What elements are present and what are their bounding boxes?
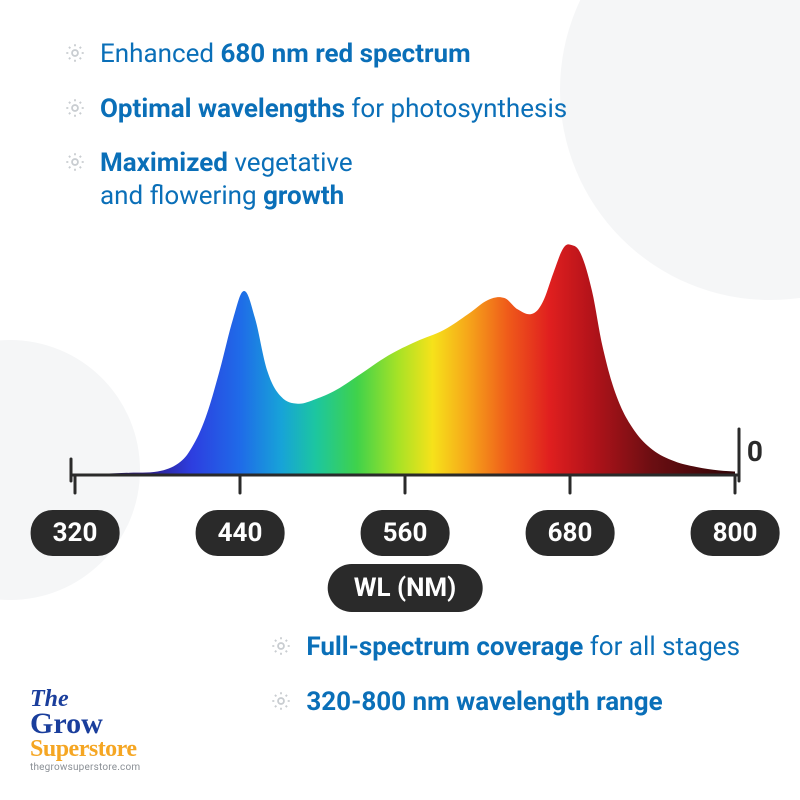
bullets-top: Enhanced 680 nm red spectrum Optimal wave… bbox=[0, 0, 800, 212]
bullet-item: Maximized vegetativeand flowering growth bbox=[64, 147, 800, 212]
gear-icon bbox=[270, 690, 292, 712]
bullet-text: 320-800 nm wavelength range bbox=[306, 686, 662, 719]
logo-line2: Grow bbox=[30, 710, 140, 738]
bullet-text: Enhanced 680 nm red spectrum bbox=[100, 38, 471, 71]
bullet-text: Optimal wavelengths for photosynthesis bbox=[100, 93, 567, 126]
bullet-item: Optimal wavelengths for photosynthesis bbox=[64, 93, 800, 126]
bullet-text: Full-spectrum coverage for all stages bbox=[306, 631, 740, 664]
axis-tick-label: 320 bbox=[31, 510, 120, 556]
axis-tick-label: 680 bbox=[526, 510, 615, 556]
axis-labels: 320440560680800WL (NM) bbox=[55, 510, 755, 620]
axis-tick-label: 440 bbox=[196, 510, 285, 556]
spectrum-svg bbox=[55, 235, 755, 500]
spectrum-area bbox=[75, 244, 735, 475]
axis-title: WL (NM) bbox=[328, 564, 483, 612]
spectrum-chart: 0 320440560680800WL (NM) bbox=[55, 235, 755, 620]
logo-line3: Superstore bbox=[30, 738, 140, 760]
gear-icon bbox=[270, 635, 292, 657]
bullets-bottom: Full-spectrum coverage for all stages 320… bbox=[270, 631, 740, 740]
bullet-item: Full-spectrum coverage for all stages bbox=[270, 631, 740, 664]
gear-icon bbox=[64, 151, 86, 173]
logo-tagline: thegrowsuperstore.com bbox=[30, 763, 140, 772]
brand-logo: The Grow Superstore thegrowsuperstore.co… bbox=[30, 688, 140, 772]
axis-tick-label: 560 bbox=[361, 510, 450, 556]
gear-icon bbox=[64, 97, 86, 119]
y-zero-label: 0 bbox=[747, 435, 763, 468]
bullet-item: Enhanced 680 nm red spectrum bbox=[64, 38, 800, 71]
gear-icon bbox=[64, 42, 86, 64]
bullet-text: Maximized vegetativeand flowering growth bbox=[100, 147, 353, 212]
bullet-item: 320-800 nm wavelength range bbox=[270, 686, 740, 719]
axis-tick-label: 800 bbox=[691, 510, 780, 556]
